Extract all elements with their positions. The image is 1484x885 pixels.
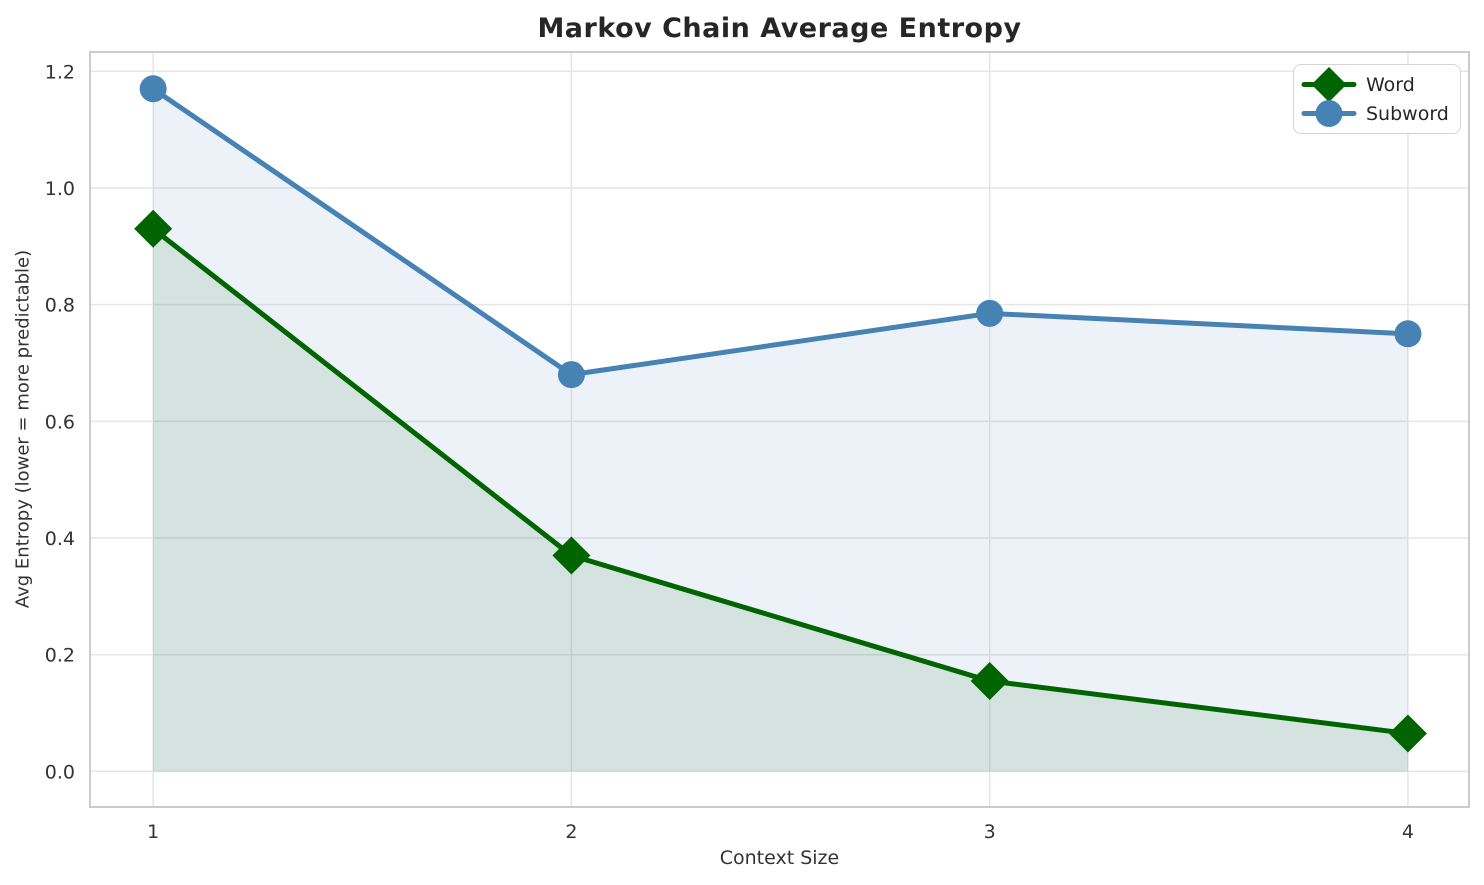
x-tick-label: 2 xyxy=(565,821,577,843)
legend: Word Subword xyxy=(1293,64,1461,134)
word-line xyxy=(150,226,1411,736)
legend-label-subword: Subword xyxy=(1366,102,1449,125)
x-axis-label: Context Size xyxy=(719,847,840,869)
word-marker xyxy=(1388,714,1427,753)
subword-line xyxy=(150,86,1411,378)
plot-border xyxy=(89,51,1470,808)
x-tick-label: 4 xyxy=(1402,821,1414,843)
y-axis-label: Avg Entropy (lower = more predictable) xyxy=(12,249,34,609)
x-tick-label: 1 xyxy=(147,821,159,843)
subword-marker xyxy=(976,299,1004,327)
word-area-fill xyxy=(153,228,1408,772)
word-marker xyxy=(552,536,591,575)
subword-marker xyxy=(1394,320,1422,348)
word-marker xyxy=(970,661,1009,700)
chart-title: Markov Chain Average Entropy xyxy=(537,13,1022,44)
word-legend-marker xyxy=(1311,67,1347,102)
y-tick-label: 1.0 xyxy=(45,178,75,200)
word-diamond-legend-icon xyxy=(1301,67,1357,102)
y-tick-label: 0.2 xyxy=(45,645,75,667)
subword-marker xyxy=(139,75,167,103)
y-tick-label: 0.6 xyxy=(45,411,75,433)
y-tick-label: 0.0 xyxy=(45,761,75,783)
y-tick-label: 0.4 xyxy=(45,528,75,550)
y-tick-label: 1.2 xyxy=(45,61,75,83)
subword-circle-legend-icon xyxy=(1301,100,1357,127)
legend-entry-word: Word xyxy=(1301,67,1448,102)
subword-area-fill xyxy=(153,88,1408,772)
subword-legend-marker xyxy=(1315,100,1343,127)
legend-entry-subword: Subword xyxy=(1301,99,1449,128)
subword-marker xyxy=(557,361,585,389)
y-tick-label: 0.8 xyxy=(45,295,75,317)
word-marker xyxy=(134,209,173,248)
x-tick-label: 3 xyxy=(984,821,996,843)
legend-label-word: Word xyxy=(1366,73,1415,96)
